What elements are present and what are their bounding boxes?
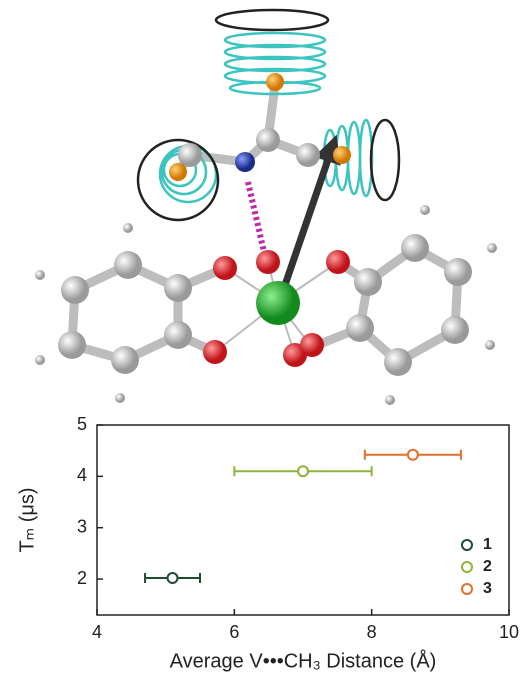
data-point xyxy=(297,465,309,478)
legend-label: 3 xyxy=(483,580,492,597)
legend-marker xyxy=(461,561,473,573)
hydrogen-bond xyxy=(245,181,267,253)
x-tick-label: 8 xyxy=(367,622,377,642)
y-tick-label: 3 xyxy=(77,516,87,536)
rotation-arrows xyxy=(136,8,401,222)
data-point xyxy=(166,572,179,585)
legend-label: 1 xyxy=(483,536,492,553)
x-tick-label: 10 xyxy=(499,622,519,642)
legend-label: 2 xyxy=(483,558,492,575)
y-axis-label: Tₘ (μs) xyxy=(16,487,38,552)
plot-frame xyxy=(96,424,510,616)
dipole-arrow xyxy=(281,134,341,287)
y-tick-label: 4 xyxy=(77,465,87,485)
x-tick-label: 4 xyxy=(92,622,102,642)
legend-marker xyxy=(461,539,473,551)
y-tick-label: 5 xyxy=(77,414,87,434)
molecule-illustration xyxy=(35,8,497,405)
x-axis-label: Average V•••CH₃ Distance (Å) xyxy=(170,649,437,672)
precession-rings xyxy=(158,31,374,204)
y-tick-label: 2 xyxy=(77,568,87,588)
data-point xyxy=(406,448,419,461)
x-tick-label: 6 xyxy=(229,622,239,642)
atoms xyxy=(35,73,497,405)
legend-marker xyxy=(461,583,473,595)
